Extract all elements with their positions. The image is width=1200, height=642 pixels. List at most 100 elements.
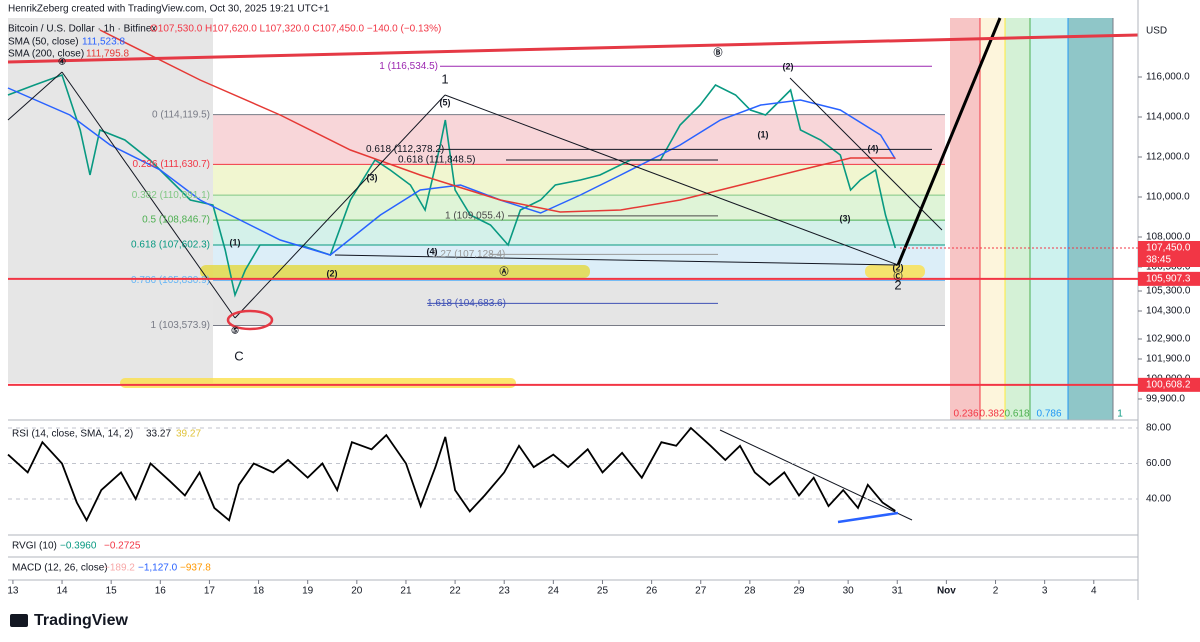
macd-value: −937.8 [180, 563, 211, 574]
fib-label: 0.786 (105,830.9) [131, 275, 210, 286]
y-tick-label: 102,900.0 [1146, 334, 1191, 345]
brand-logo [10, 614, 28, 627]
price-tag-label: 107,450.0 [1146, 243, 1191, 254]
y-tick-label: 108,000.0 [1146, 232, 1191, 243]
x-tick-label: 27 [695, 586, 707, 597]
y-tick-label: 116,000.0 [1146, 72, 1190, 83]
x-tick-label: 15 [106, 586, 118, 597]
macd-value: −189.2 [104, 563, 135, 574]
legend-sma50: SMA (50, close) [8, 37, 79, 48]
time-zone-label: 0.382 [979, 409, 1004, 420]
wave-line [7, 71, 63, 121]
rvgi-title: RVGI (10) [12, 541, 57, 552]
x-tick-label: 19 [302, 586, 314, 597]
wave-label: (2) [327, 268, 338, 278]
x-tick-label: Nov [937, 586, 956, 597]
rsi-tick-label: 60.00 [1146, 458, 1171, 469]
x-tick-label: 4 [1091, 586, 1097, 597]
wave-label: (2) [783, 61, 794, 71]
extension-label: 0.618 (111,848.5) [398, 155, 475, 166]
time-zone [1005, 18, 1030, 420]
rsi-title: RSI (14, close, SMA, 14, 2) [12, 429, 133, 440]
price-tag [1138, 241, 1200, 267]
x-tick-label: 18 [253, 586, 265, 597]
sma-line [7, 87, 896, 256]
time-zone-label: 0.618 [1004, 409, 1029, 420]
rsi-sma-value: 39.27 [176, 429, 201, 440]
legend-sma200: SMA (200, close) [8, 49, 84, 60]
x-tick-label: 2 [993, 586, 999, 597]
x-tick-label: 17 [204, 586, 216, 597]
rsi-tick-label: 80.00 [1146, 423, 1171, 434]
rvgi-value: −0.2725 [104, 541, 141, 552]
y-tick-label: 104,300.0 [1146, 306, 1191, 317]
y-tick-label: 112,000.0 [1146, 152, 1190, 163]
x-tick-label: 20 [351, 586, 363, 597]
wave-label: (4) [868, 143, 879, 153]
wave-label: Ⓑ [713, 46, 722, 57]
time-zone-label: 0.236 [953, 409, 978, 420]
y-tick-label: 105,300.0 [1146, 286, 1191, 297]
x-tick-label: 21 [400, 586, 412, 597]
fib-label: 0 (114,119.5) [152, 109, 210, 120]
time-zone [1068, 18, 1113, 420]
rsi-value: 33.27 [146, 429, 171, 440]
wave-line [234, 94, 446, 319]
time-zone-label: 0.786 [1036, 409, 1061, 420]
wave-label: Ⓒ [893, 270, 902, 281]
countdown: 38:45 [1146, 255, 1171, 266]
x-tick-label: 28 [744, 586, 756, 597]
price-tag-label: 105,907.3 [1146, 273, 1191, 284]
x-tick-label: 30 [843, 586, 855, 597]
wave-label: (3) [840, 213, 851, 223]
y-tick-label: 106,500.0 [1146, 262, 1191, 273]
wave-label: Ⓐ [499, 265, 508, 276]
circle-mark [226, 309, 274, 331]
wave-label: (1) [758, 129, 769, 139]
legend-sma50-value: 111,523.8 [82, 37, 125, 48]
x-tick-label: 29 [793, 586, 805, 597]
extension-label: 1.27 (107,128.4) [432, 249, 505, 260]
time-zone-label: 1 [1117, 409, 1123, 420]
watermark: HenrikZeberg created with TradingView.co… [8, 4, 330, 15]
extension-label: 1.618 (104,683.6) [427, 298, 506, 309]
wave-label: C [234, 348, 243, 363]
macd-value: −1,127.0 [138, 563, 178, 574]
price-tag-label: 100,608.2 [1146, 379, 1191, 390]
rsi-tick-label: 40.00 [1146, 494, 1171, 505]
time-zone [1030, 18, 1068, 420]
range-box [8, 18, 213, 383]
wave-label: 1 [441, 71, 448, 86]
wave-label: 2 [894, 277, 901, 292]
sma-line [99, 29, 896, 213]
plot [7, 29, 897, 298]
highlight [200, 265, 590, 278]
y-tick-label: 114,000.0 [1146, 112, 1190, 123]
y-tick-label: 99,900.0 [1146, 394, 1185, 405]
wave-line [444, 94, 899, 266]
x-tick-label: 24 [548, 586, 560, 597]
rvgi-value: −0.3960 [60, 541, 97, 552]
fib-label: 0.618 (107,602.3) [131, 240, 210, 251]
wave-label: ④ [58, 56, 66, 66]
legend-sma200-value: 111,795.8 [86, 49, 129, 60]
time-zone [950, 18, 980, 420]
x-tick-label: 3 [1042, 586, 1048, 597]
y-tick-label: 110,000.0 [1146, 192, 1190, 203]
price-line-series [7, 73, 897, 298]
wave-label: ⑤ [231, 325, 239, 335]
highlight [865, 265, 925, 278]
macd-title: MACD (12, 26, close) [12, 563, 108, 574]
x-tick-label: 16 [155, 586, 167, 597]
rsi-line [7, 426, 896, 523]
fib-label: 0.382 (110,091.1) [132, 190, 210, 201]
wave-line [789, 77, 943, 231]
x-tick-label: 31 [892, 586, 904, 597]
brand: TradingView [34, 612, 129, 629]
fib-label: 0.5 (108,846.7) [142, 215, 210, 226]
fib-zones [213, 114, 945, 327]
extension-label: 1 (109,055.4) [445, 211, 505, 222]
x-tick-label: 23 [499, 586, 511, 597]
trend-line [7, 33, 1139, 64]
